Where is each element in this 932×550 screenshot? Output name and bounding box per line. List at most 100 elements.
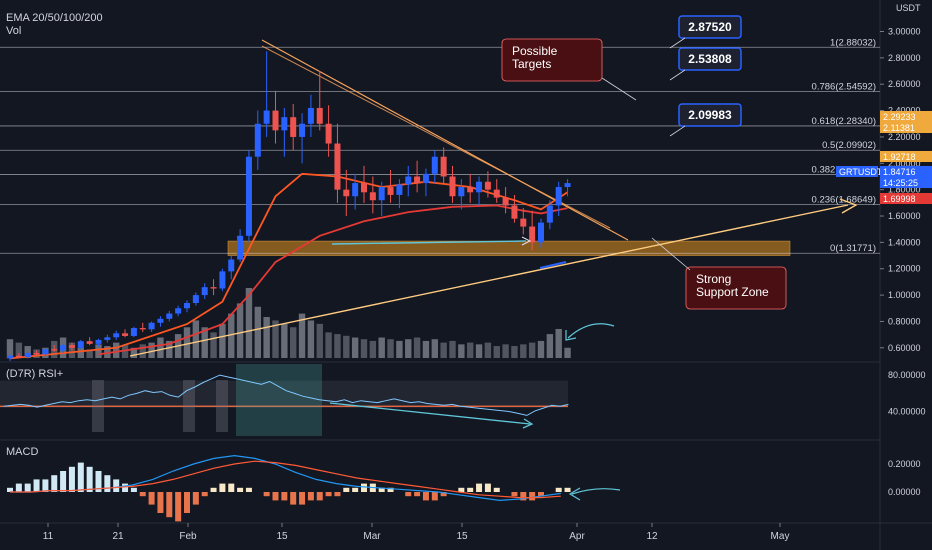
macd-hist-bar (7, 487, 13, 492)
candle-body (219, 271, 226, 289)
macd-hist-bar (538, 492, 544, 497)
candle-body (511, 205, 518, 219)
price-axis-tick-label: 3.00000 (888, 27, 921, 37)
candle-body (458, 187, 465, 197)
candle-body (42, 349, 49, 355)
time-axis-label: 15 (276, 531, 288, 542)
candle-body (237, 235, 244, 260)
ema50-line (98, 204, 568, 356)
candle-body (210, 287, 217, 289)
price-axis-tick-label: 2.40000 (888, 106, 921, 116)
macd-hist-bar (245, 487, 252, 492)
volume-bar (493, 346, 500, 358)
macd-arrow (571, 488, 621, 495)
candle-body (538, 222, 544, 243)
macd-hist-bar (440, 492, 447, 497)
candle-body (184, 303, 190, 309)
macd-hist-bar (290, 492, 297, 505)
candle-body (316, 107, 323, 124)
macd-hist-bar (77, 462, 84, 492)
rsi-overbought-zone (236, 364, 322, 436)
rsi-line (3, 374, 569, 416)
macd-hist-bar (192, 492, 199, 505)
macd-hist-bar (24, 483, 31, 492)
time-axis-label: 11 (43, 531, 54, 542)
macd-hist-bar (148, 492, 155, 505)
volume-bar (528, 342, 536, 358)
callout-targets-pointer (601, 77, 637, 101)
candle-body (449, 176, 456, 197)
candle-body (95, 339, 102, 344)
macd-hist-bar (130, 487, 137, 492)
rsi-pane-label[interactable]: (D7R) RSI+ (6, 368, 64, 380)
candle-body (361, 183, 367, 193)
volume-bar (210, 332, 217, 358)
candle-body (130, 328, 137, 336)
macd-hist-bar (564, 487, 571, 492)
ema20-line (9, 172, 568, 360)
candle-body (139, 328, 146, 330)
volume-bar (334, 334, 341, 358)
macd-hist-bar (104, 475, 111, 492)
candle-body (369, 192, 376, 201)
price-tag-bg (880, 166, 932, 177)
macd-hist-bar (122, 483, 129, 492)
volume-bar (387, 339, 394, 358)
candle-body (272, 110, 279, 131)
candle-body (467, 187, 474, 193)
macd-pane-label[interactable]: MACD (6, 446, 39, 458)
macd-hist-bar (361, 483, 367, 492)
price-tag-label: GRTUSDT (839, 167, 883, 177)
volume-bar (396, 340, 403, 358)
price-axis-tick-label: 1.00000 (888, 290, 921, 300)
price-tag-bg (880, 193, 932, 204)
candle-body (378, 187, 385, 201)
macd-hist-bar (210, 487, 217, 492)
price-axis-tick-label: 1.40000 (888, 237, 921, 247)
time-axis-label: Mar (363, 531, 381, 542)
volume-bar (201, 327, 208, 358)
candle-body (352, 183, 359, 197)
volume-bar (467, 342, 474, 358)
volume-bar (316, 323, 323, 358)
macd-hist-bar (343, 487, 350, 492)
candle-body (113, 333, 120, 338)
candle-body (414, 176, 421, 184)
time-axis-label: 12 (646, 531, 658, 542)
volume-bar (104, 346, 111, 358)
macd-hist-bar (493, 487, 500, 492)
candle-body (263, 110, 270, 124)
candle-body (476, 181, 483, 193)
volume-bar (502, 344, 509, 358)
candle-body (502, 197, 509, 206)
fib-label: 0.5(2.09902) (822, 140, 876, 151)
header-indicator[interactable]: EMA 20/50/100/200 (6, 12, 103, 24)
volume-bar (290, 327, 297, 358)
macd-hist-bar (520, 492, 527, 501)
uptrend-line (129, 204, 849, 357)
price-tag-label: 1.84716 (883, 167, 916, 177)
price-tag-label: 2.11381 (883, 123, 915, 133)
volume-bar (475, 344, 483, 358)
macd-hist-bar (555, 487, 562, 492)
price-axis-tick-label: 0.60000 (888, 343, 921, 353)
macd-hist-bar (299, 492, 306, 505)
time-axis-label: 21 (112, 531, 124, 542)
rsi-highlight-bar (183, 380, 195, 432)
candle-body (157, 318, 164, 323)
volume-bar (449, 340, 456, 358)
volume-bar (378, 337, 385, 358)
macd-hist-bar (476, 483, 483, 492)
macd-hist-bar (157, 492, 164, 513)
macd-arrowhead (568, 487, 581, 501)
rsi-band (0, 380, 568, 409)
price-axis-tick-label: 2.80000 (888, 53, 921, 63)
volume-bar (281, 323, 288, 358)
volume-bar (263, 317, 270, 358)
header-vol[interactable]: Vol (6, 25, 22, 37)
volume-bar (351, 337, 359, 358)
candle-body (86, 341, 93, 344)
volume-bar (272, 320, 279, 358)
